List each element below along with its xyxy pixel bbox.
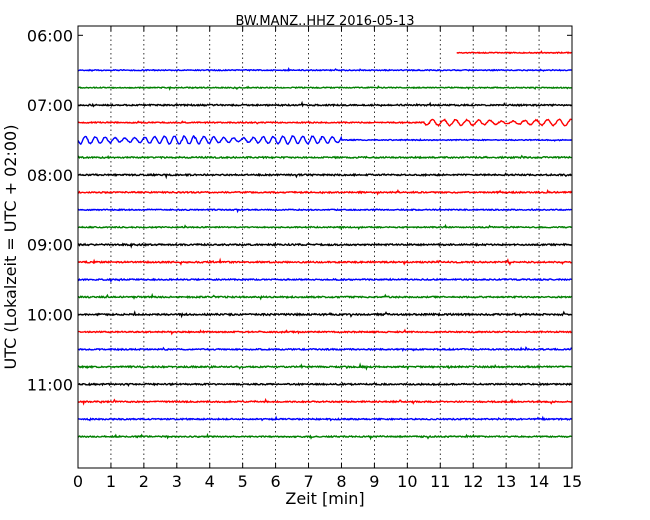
trace-0915 [78,257,572,267]
x-tick-label: 1 [106,472,116,491]
y-tick-label: 07:00 [27,96,73,115]
x-tick-label: 10 [397,472,417,491]
trace-0700 [78,100,572,108]
x-tick-label: 5 [238,472,248,491]
y-tick-label: 08:00 [27,166,73,185]
y-tick-label: 09:00 [27,236,73,255]
trace-layer [78,50,572,441]
x-axis: 0 1 2 3 4 5 6 7 8 9 10 11 12 13 14 15 [73,26,582,491]
trace-1030 [78,346,572,353]
y-axis-label: UTC (Lokalzeit = UTC + 02:00) [1,125,20,370]
trace-0815 [78,188,572,196]
x-tick-label: 8 [336,472,346,491]
chart-title: BW.MANZ..HHZ 2016-05-13 [235,14,414,29]
trace-0945 [78,292,572,301]
trace-0830 [78,207,572,214]
x-tick-label: 15 [562,472,582,491]
x-tick-label: 14 [529,472,549,491]
grid-lines [110,26,540,468]
trace-0900 [78,242,572,249]
trace-0845 [78,223,572,231]
trace-1115 [78,397,572,406]
trace-0615 [456,50,572,55]
trace-1015 [78,328,572,336]
trace-1000 [78,310,572,319]
x-tick-label: 4 [205,472,215,491]
x-tick-label: 0 [73,472,83,491]
trace-1045 [78,362,572,371]
trace-1130 [78,415,572,422]
trace-0930 [78,277,572,283]
trace-1100 [78,382,572,387]
y-axis: 06:00 07:00 08:00 09:00 10:00 11:00 [27,26,572,394]
plot-frame [77,25,573,469]
x-tick-label: 7 [303,472,313,491]
y-tick-label: 11:00 [27,375,73,394]
x-tick-label: 11 [430,472,450,491]
trace-0745 [78,154,572,160]
x-tick-label: 6 [271,472,281,491]
x-tick-label: 3 [172,472,182,491]
trace-0800 [78,172,572,180]
x-tick-label: 2 [139,472,149,491]
x-tick-label: 13 [496,472,516,491]
x-tick-label: 9 [369,472,379,491]
trace-0730 [78,135,572,146]
trace-0645 [78,85,572,91]
y-tick-label: 10:00 [27,305,73,324]
trace-1145 [78,432,572,441]
x-axis-label: Zeit [min] [285,489,364,508]
x-tick-label: 12 [463,472,483,491]
trace-0630 [78,67,572,73]
trace-0715 [78,118,572,127]
y-tick-label: 06:00 [27,26,73,45]
